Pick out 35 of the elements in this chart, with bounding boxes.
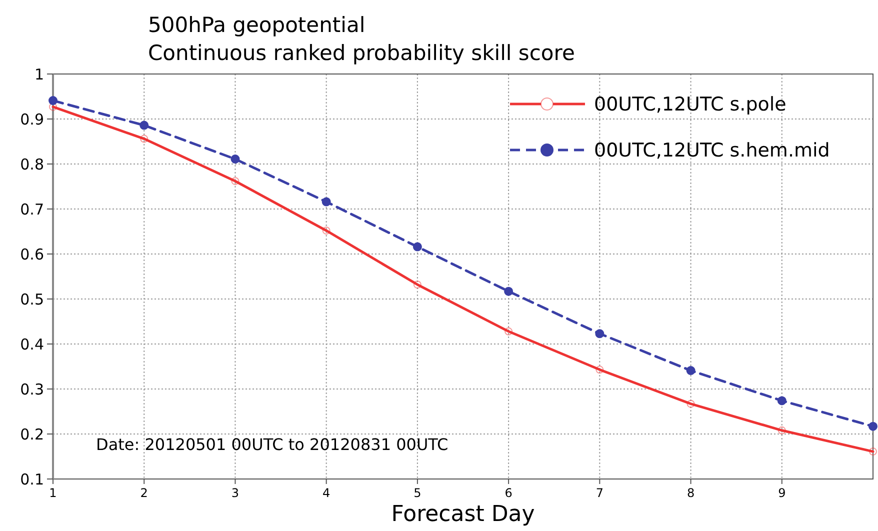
y-tick-label: 1 (34, 65, 44, 84)
y-tick-label: 0.2 (20, 425, 44, 444)
legend-label: 00UTC,12UTC s.pole (594, 94, 786, 116)
y-tick-label: 0.8 (20, 155, 44, 174)
y-tick-label: 0.4 (20, 335, 44, 354)
x-tick-label: 1 (49, 486, 57, 500)
point (48, 96, 58, 106)
point (686, 366, 696, 376)
point (777, 396, 786, 406)
x-tick-label: 8 (686, 486, 695, 500)
y-tick-label: 0.5 (20, 290, 44, 308)
x-tick-label: 4 (322, 486, 330, 500)
point (412, 242, 422, 252)
point (230, 154, 240, 164)
x-tick-label: 6 (504, 486, 512, 500)
y-tick-label: 0.7 (20, 200, 44, 218)
chart-title: 500hPa geopotential (148, 13, 366, 37)
x-tick-label: 9 (778, 486, 786, 500)
point (140, 120, 149, 130)
y-tick-label: 0.3 (20, 380, 44, 398)
y-tick-label: 0.1 (20, 470, 44, 488)
y-tick-label: 0.6 (20, 245, 44, 264)
point (504, 286, 514, 296)
chart-subtitle: Continuous ranked probability skill score (148, 41, 575, 65)
point (322, 197, 331, 206)
legend-label: 00UTC,12UTC s.hem.mid (594, 140, 830, 162)
y-tick-label: 0.9 (20, 110, 44, 128)
x-tick-label: 3 (231, 486, 240, 500)
x-tick-label: 5 (414, 486, 422, 500)
x-tick-label: 2 (140, 486, 148, 500)
x-tick-label: 7 (596, 486, 604, 500)
x-axis-title: Forecast Day (391, 502, 535, 527)
point (595, 329, 604, 338)
point (868, 422, 878, 431)
annotation: Date: 20120501 00UTC to 20120831 00UTC (96, 435, 448, 454)
